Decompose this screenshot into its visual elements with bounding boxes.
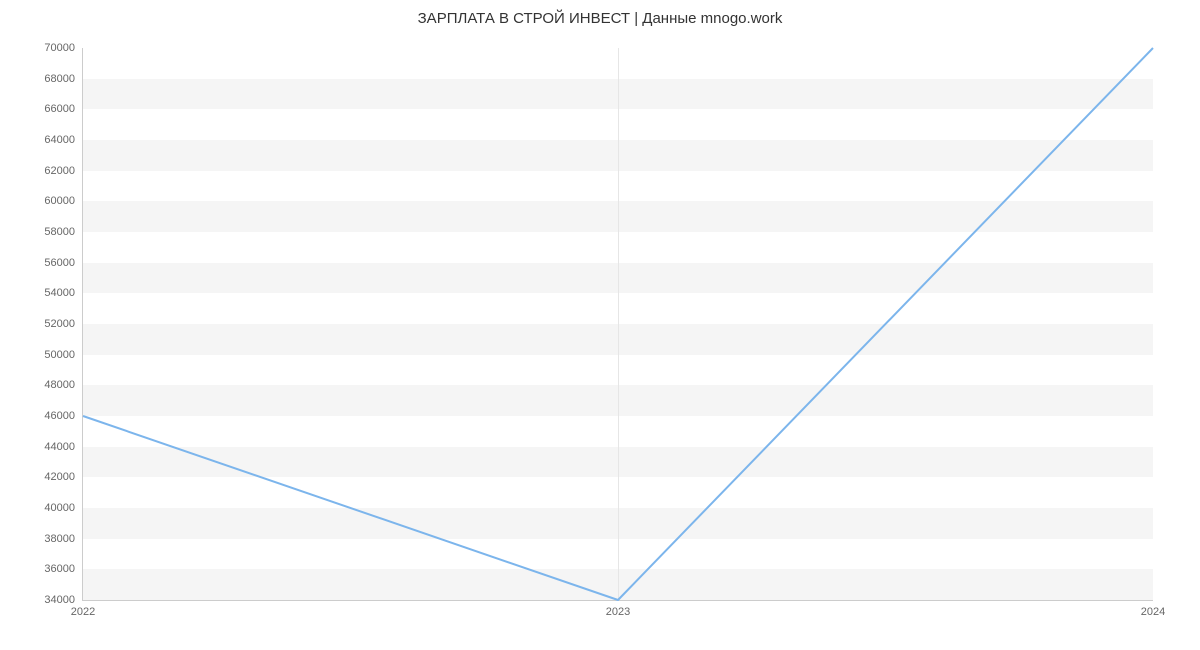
chart-title: ЗАРПЛАТА В СТРОЙ ИНВЕСТ | Данные mnogo.w… xyxy=(0,10,1200,27)
x-tick-label: 2024 xyxy=(1141,600,1165,618)
y-tick-label: 70000 xyxy=(44,42,83,54)
y-tick-label: 62000 xyxy=(44,165,83,177)
x-tick-label: 2023 xyxy=(606,600,630,618)
salary-chart: ЗАРПЛАТА В СТРОЙ ИНВЕСТ | Данные mnogo.w… xyxy=(0,0,1200,650)
y-tick-label: 68000 xyxy=(44,73,83,85)
plot-area: 3400036000380004000042000440004600048000… xyxy=(82,48,1153,601)
y-tick-label: 54000 xyxy=(44,287,83,299)
y-tick-label: 66000 xyxy=(44,103,83,115)
y-tick-label: 58000 xyxy=(44,226,83,238)
x-tick-label: 2022 xyxy=(71,600,95,618)
y-tick-label: 48000 xyxy=(44,379,83,391)
y-tick-label: 60000 xyxy=(44,195,83,207)
y-tick-label: 46000 xyxy=(44,410,83,422)
y-tick-label: 56000 xyxy=(44,257,83,269)
y-tick-label: 38000 xyxy=(44,533,83,545)
y-tick-label: 40000 xyxy=(44,502,83,514)
y-tick-label: 42000 xyxy=(44,471,83,483)
series-line xyxy=(83,48,1153,600)
y-tick-label: 52000 xyxy=(44,318,83,330)
y-tick-label: 64000 xyxy=(44,134,83,146)
y-tick-label: 44000 xyxy=(44,441,83,453)
y-tick-label: 36000 xyxy=(44,563,83,575)
y-tick-label: 50000 xyxy=(44,349,83,361)
